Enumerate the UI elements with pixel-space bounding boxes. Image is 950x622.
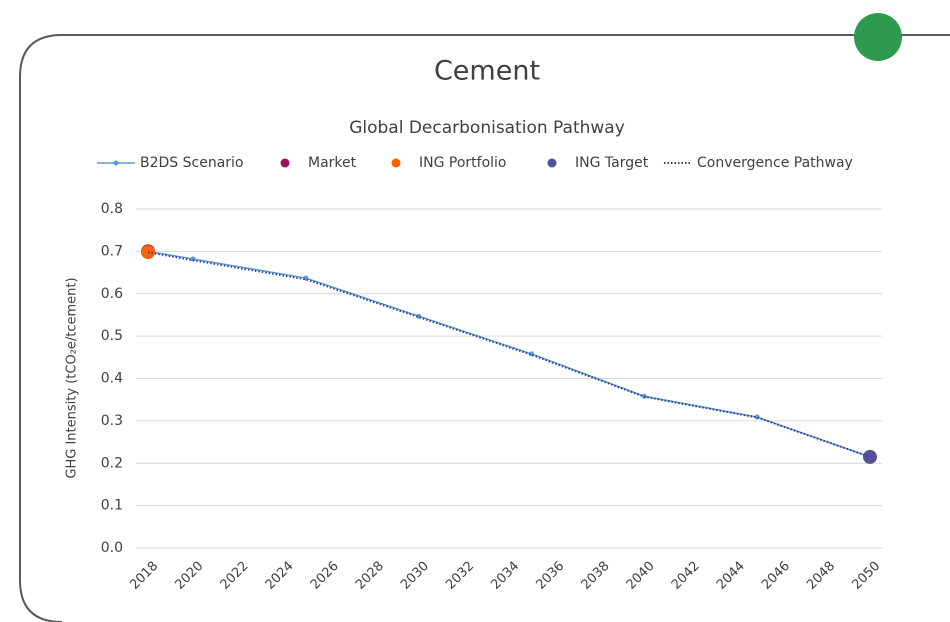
y-tick-label: 0.3	[101, 413, 123, 429]
x-tick-label: 2032	[443, 559, 477, 593]
y-tick-label: 0.6	[101, 286, 123, 302]
x-tick-label: 2026	[308, 559, 342, 593]
legend-label: ING Portfolio	[419, 155, 507, 171]
legend-label: Convergence Pathway	[697, 155, 853, 171]
x-tick-label: 2034	[488, 559, 522, 593]
x-tick-label: 2050	[849, 559, 883, 593]
legend-label: B2DS Scenario	[140, 155, 244, 171]
legend-swatch	[113, 160, 119, 166]
x-tick-label: 2040	[624, 559, 658, 593]
x-tick-label: 2036	[533, 559, 567, 593]
x-tick-label: 2044	[714, 559, 748, 593]
series-line	[147, 251, 871, 458]
card-border	[19, 34, 950, 622]
legend-swatch	[280, 158, 290, 168]
y-tick-label: 0.2	[101, 455, 123, 471]
y-tick-label: 0.4	[101, 371, 123, 387]
y-tick-label: 0.8	[101, 201, 123, 217]
series-line	[147, 250, 871, 458]
y-tick-label: 0.1	[101, 498, 123, 514]
x-tick-label: 2030	[398, 559, 432, 593]
y-axis-label: GHG Intensity (tCO₂e/tcement)	[65, 277, 80, 478]
x-tick-label: 2018	[127, 559, 161, 593]
y-tick-label: 0.5	[101, 328, 123, 344]
y-tick-label: 0.7	[101, 243, 123, 259]
y-tick-label: 0.0	[101, 540, 123, 556]
x-tick-label: 2020	[172, 559, 206, 593]
x-tick-label: 2048	[804, 559, 838, 593]
legend-label: ING Target	[575, 155, 649, 171]
status-dot	[854, 13, 902, 61]
x-tick-label: 2022	[218, 559, 252, 593]
legend-label: Market	[308, 155, 357, 171]
x-tick-label: 2024	[263, 559, 297, 593]
chart-subtitle: Global Decarbonisation Pathway	[349, 118, 625, 138]
chart-title: Cement	[434, 56, 540, 87]
line-marker	[190, 256, 196, 262]
x-tick-label: 2038	[579, 559, 613, 593]
x-tick-label: 2028	[353, 559, 387, 593]
x-tick-label: 2042	[669, 559, 703, 593]
legend-swatch	[391, 158, 401, 168]
legend-swatch	[547, 158, 557, 168]
x-tick-label: 2046	[759, 559, 793, 593]
